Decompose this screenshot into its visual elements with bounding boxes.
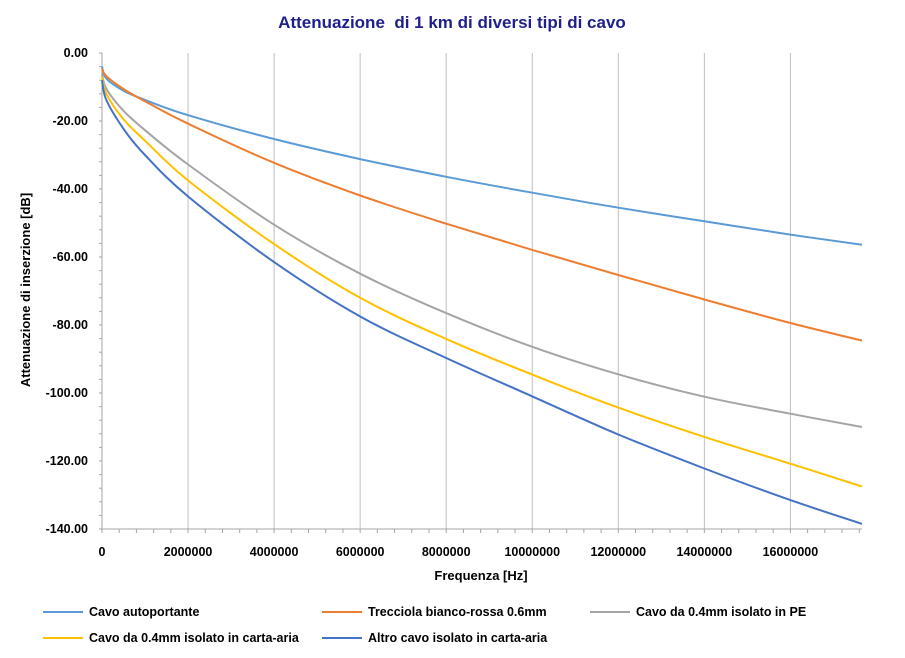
- y-tick-label: -100.00: [46, 386, 88, 400]
- legend-label: Altro cavo isolato in carta-aria: [368, 631, 548, 645]
- y-tick-label: -40.00: [53, 182, 88, 196]
- y-axis-tick-labels: 0.00 -20.00 -40.00 -60.00 -80.00 -100.00 -120.…: [46, 46, 88, 536]
- legend: Cavo autoportante Trecciola bianco-rossa …: [43, 605, 806, 645]
- x-tick-label: 8000000: [422, 545, 471, 559]
- series-line-5: [101, 79, 863, 525]
- y-tick-label: -120.00: [46, 454, 88, 468]
- x-tick-label: 14000000: [677, 545, 733, 559]
- x-tick-label: 2000000: [164, 545, 213, 559]
- legend-item-1: Cavo autoportante: [43, 605, 199, 619]
- axes: [99, 52, 862, 533]
- x-tick-label: 6000000: [336, 545, 385, 559]
- legend-item-5: Altro cavo isolato in carta-aria: [322, 631, 548, 645]
- legend-label: Cavo da 0.4mm isolato in carta-aria: [89, 631, 300, 645]
- x-axis-tick-labels: 0 2000000 4000000 6000000 8000000 10000000 120…: [99, 545, 819, 559]
- legend-item-3: Cavo da 0.4mm isolato in PE: [590, 605, 806, 619]
- vertical-gridlines: [187, 53, 791, 529]
- legend-label: Cavo da 0.4mm isolato in PE: [636, 605, 806, 619]
- x-tick-label: 4000000: [250, 545, 299, 559]
- x-tick-label: 16000000: [763, 545, 819, 559]
- x-tick-label: 10000000: [504, 545, 560, 559]
- series-line-1: [101, 66, 863, 246]
- series-lines: [101, 66, 863, 525]
- chart-title: Attenuazione di 1 km di diversi tipi di …: [278, 13, 626, 32]
- series-line-4: [101, 76, 863, 488]
- x-tick-label: 12000000: [590, 545, 646, 559]
- y-tick-label: -60.00: [53, 250, 88, 264]
- legend-item-4: Cavo da 0.4mm isolato in carta-aria: [43, 631, 300, 645]
- series-line-2: [101, 67, 863, 342]
- y-tick-label: -80.00: [53, 318, 88, 332]
- series-line-3: [101, 73, 863, 428]
- y-tick-label: 0.00: [64, 46, 88, 60]
- y-axis-title: Attenuazione di inserzione [dB]: [18, 193, 33, 387]
- x-axis-title: Frequenza [Hz]: [434, 568, 527, 583]
- y-tick-label: -140.00: [46, 522, 88, 536]
- y-tick-label: -20.00: [53, 114, 88, 128]
- legend-label: Cavo autoportante: [89, 605, 199, 619]
- legend-label: Trecciola bianco-rossa 0.6mm: [368, 605, 547, 619]
- x-tick-label: 0: [99, 545, 106, 559]
- legend-item-2: Trecciola bianco-rossa 0.6mm: [322, 605, 547, 619]
